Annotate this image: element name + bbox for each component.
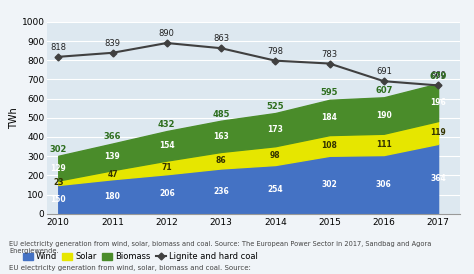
Text: 839: 839 — [104, 39, 120, 48]
Text: 607: 607 — [375, 86, 392, 95]
Text: 485: 485 — [212, 110, 230, 119]
Text: 86: 86 — [216, 156, 227, 165]
Text: 206: 206 — [159, 189, 174, 198]
Text: 108: 108 — [322, 141, 337, 150]
Text: 139: 139 — [105, 152, 120, 161]
Text: 47: 47 — [107, 170, 118, 179]
Text: 432: 432 — [158, 120, 175, 129]
Text: 196: 196 — [430, 98, 446, 107]
Text: 364: 364 — [430, 174, 446, 183]
Text: EU electricity generation from wind, solar, biomass and coal. Source: The Europe: EU electricity generation from wind, sol… — [9, 241, 432, 254]
Text: 525: 525 — [266, 102, 284, 111]
Text: 23: 23 — [53, 178, 64, 187]
Text: 863: 863 — [213, 34, 229, 43]
Text: 306: 306 — [376, 180, 392, 189]
Legend: Wind, Solar, Biomass, Lignite and hard coal: Wind, Solar, Biomass, Lignite and hard c… — [23, 252, 258, 261]
Text: 302: 302 — [322, 180, 337, 189]
Text: 129: 129 — [50, 164, 66, 173]
Text: 302: 302 — [50, 145, 67, 154]
Text: 818: 818 — [50, 43, 66, 52]
Text: 669: 669 — [430, 72, 446, 81]
Text: 163: 163 — [213, 132, 229, 141]
Text: 798: 798 — [267, 47, 283, 56]
Text: 366: 366 — [104, 132, 121, 141]
Text: 150: 150 — [50, 195, 66, 204]
Text: 111: 111 — [376, 140, 392, 149]
Text: 190: 190 — [376, 111, 392, 120]
Text: 236: 236 — [213, 187, 229, 196]
Text: 595: 595 — [321, 89, 338, 98]
Text: 184: 184 — [322, 113, 337, 122]
Text: 890: 890 — [159, 29, 175, 38]
Text: 71: 71 — [162, 163, 172, 172]
Text: 154: 154 — [159, 141, 174, 150]
Text: 254: 254 — [267, 185, 283, 194]
Y-axis label: TWh: TWh — [9, 107, 19, 129]
Text: 119: 119 — [430, 128, 446, 137]
Text: 679: 679 — [429, 72, 447, 81]
Text: 180: 180 — [105, 192, 120, 201]
Text: 173: 173 — [267, 125, 283, 134]
Text: 98: 98 — [270, 151, 281, 160]
Text: EU electricity generation from wind, solar, biomass and coal. Source:: EU electricity generation from wind, sol… — [9, 265, 254, 271]
Text: 691: 691 — [376, 67, 392, 76]
Text: 783: 783 — [321, 50, 337, 59]
